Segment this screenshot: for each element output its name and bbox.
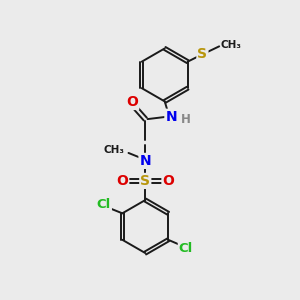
Text: Cl: Cl (97, 198, 111, 211)
Text: CH₃: CH₃ (220, 40, 242, 50)
Text: S: S (140, 174, 150, 188)
Text: S: S (197, 47, 207, 61)
Text: N: N (165, 110, 177, 124)
Text: H: H (181, 113, 190, 126)
Text: Cl: Cl (179, 242, 193, 255)
Text: O: O (163, 174, 175, 188)
Text: N: N (140, 154, 151, 168)
Text: O: O (126, 95, 138, 109)
Text: CH₃: CH₃ (104, 145, 125, 155)
Text: O: O (116, 174, 128, 188)
